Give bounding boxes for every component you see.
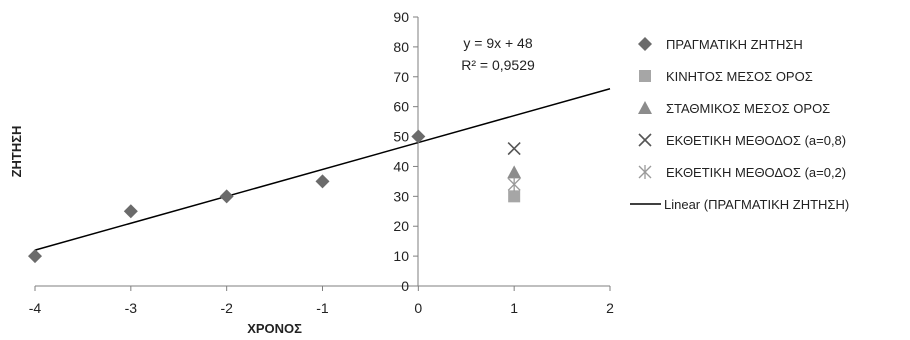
data-point-series-5: [507, 177, 521, 192]
x-tick-label: -3: [125, 300, 138, 316]
trendline-r2-label: R² = 0,9529: [461, 57, 535, 73]
legend-label: ΕΚΘΕΤΙΚΗ ΜΕΘΟΔΟΣ (a=0,2): [666, 165, 846, 180]
legend-item: ΠΡΑΓΜΑΤΙΚΗ ΖΗΤΗΣΗ: [638, 37, 803, 52]
x-tick-label: -1: [316, 300, 329, 316]
trendline-equation: y = 9x + 48 R² = 0,9529: [461, 35, 535, 73]
y-tick-label: 30: [393, 188, 409, 204]
trendline-equation-label: y = 9x + 48: [463, 35, 532, 51]
marker-stroke: [638, 133, 652, 147]
x-tick-label: -2: [220, 300, 233, 316]
x-tick-label: 2: [606, 300, 614, 316]
marker-stroke: [507, 141, 521, 156]
y-tick-label: 70: [393, 69, 409, 85]
data-point-series-1: [411, 129, 426, 144]
legend-item: ΣΤΑΘΜΙΚΟΣ ΜΕΣΟΣ ΟΡΟΣ: [638, 101, 830, 116]
y-tick-label: 10: [393, 248, 409, 264]
data-point-series-1: [219, 189, 234, 204]
diamond-marker: [638, 37, 652, 51]
legend-label: ΣΤΑΘΜΙΚΟΣ ΜΕΣΟΣ ΟΡΟΣ: [666, 101, 830, 116]
y-tick-label: 90: [393, 9, 409, 25]
legend-item: ΚΙΝΗΤΟΣ ΜΕΣΟΣ ΟΡΟΣ: [639, 69, 813, 84]
legend-label: ΠΡΑΓΜΑΤΙΚΗ ΖΗΤΗΣΗ: [666, 37, 803, 52]
y-tick-label: 60: [393, 99, 409, 115]
square-marker: [639, 70, 651, 82]
y-tick-label: 80: [393, 39, 409, 55]
data-point-series-2: [508, 190, 521, 203]
data-point-series-1: [28, 249, 42, 264]
x-tick-label: -4: [29, 300, 42, 316]
y-tick-label: 50: [393, 129, 409, 145]
legend-item: ΕΚΘΕΤΙΚΗ ΜΕΘΟΔΟΣ (a=0,8): [638, 133, 846, 148]
data-point-series-1: [315, 174, 330, 189]
y-tick-label: 0: [401, 278, 409, 294]
legend: ΠΡΑΓΜΑΤΙΚΗ ΖΗΤΗΣΗ ΚΙΝΗΤΟΣ ΜΕΣΟΣ ΟΡΟΣ ΣΤΑΘΜ…: [630, 37, 849, 212]
triangle-marker: [638, 101, 652, 114]
y-tick-label: 20: [393, 218, 409, 234]
x-marker: [638, 133, 652, 147]
legend-item: Linear (ΠΡΑΓΜΑΤΙΚΗ ΖΗΤΗΣΗ): [630, 197, 849, 212]
data-point-series-4: [507, 141, 521, 156]
star-marker: [638, 165, 652, 179]
legend-label: ΕΚΘΕΤΙΚΗ ΜΕΘΟΔΟΣ (a=0,8): [666, 133, 846, 148]
legend-label: ΚΙΝΗΤΟΣ ΜΕΣΟΣ ΟΡΟΣ: [666, 69, 813, 84]
legend-item: ΕΚΘΕΤΙΚΗ ΜΕΘΟΔΟΣ (a=0,2): [638, 165, 846, 180]
trendline-group: [34, 88, 611, 251]
legend-label: Linear (ΠΡΑΓΜΑΤΙΚΗ ΖΗΤΗΣΗ): [664, 197, 849, 212]
x-axis-title: ΧΡΟΝΟΣ: [247, 321, 302, 336]
trendline: [34, 88, 611, 251]
y-tick-label: 40: [393, 158, 409, 174]
data-points: [28, 129, 522, 264]
x-tick-label: 1: [510, 300, 518, 316]
data-point-series-3: [507, 165, 522, 179]
y-axis-title: ΖΗΤΗΣΗ: [9, 126, 24, 178]
x-tick-label: 0: [414, 300, 422, 316]
data-point-series-1: [123, 204, 138, 219]
